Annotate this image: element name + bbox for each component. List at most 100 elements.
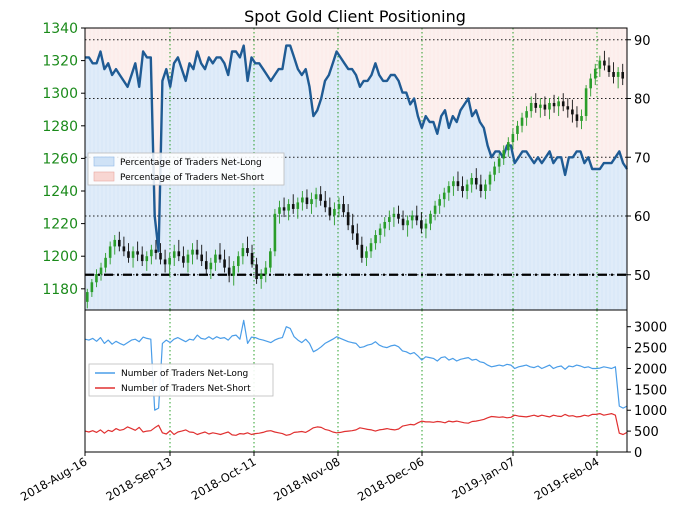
candle-body — [108, 246, 112, 258]
candle-body — [621, 72, 625, 79]
candle-body — [410, 215, 414, 221]
candle-body — [264, 267, 268, 275]
candle-body — [525, 111, 528, 118]
candle-body — [429, 213, 432, 224]
count-tick-label: 2500 — [634, 342, 667, 357]
candle-body — [287, 204, 290, 211]
candle-body — [365, 251, 368, 258]
candle-body — [296, 202, 300, 209]
positioning-fill — [85, 28, 627, 310]
candle-body — [291, 204, 295, 209]
candle-body — [392, 213, 396, 218]
candle-body — [218, 254, 222, 260]
candle-body — [442, 192, 446, 200]
candle-body — [85, 292, 89, 302]
candle-body — [484, 184, 487, 192]
price-tick-label: 1200 — [42, 249, 78, 265]
candle-body — [607, 65, 611, 73]
candle-body — [159, 252, 162, 260]
candle-body — [584, 88, 588, 117]
date-tick-label: 2018-Sep-13 — [104, 454, 175, 503]
candle-body — [346, 212, 350, 226]
candle-body — [465, 184, 469, 192]
date-tick-label: 2019-Jan-07 — [449, 454, 517, 501]
candle-body — [452, 181, 455, 187]
candle-body — [136, 251, 139, 255]
count-tick-label: 1500 — [634, 383, 667, 398]
candle-body — [575, 114, 579, 121]
candle-body — [323, 200, 327, 208]
candle-body — [383, 221, 387, 229]
candle-body — [209, 262, 213, 270]
net-long-area — [85, 45, 627, 310]
candle-body — [337, 204, 341, 209]
legend-swatch-net-short — [93, 171, 115, 182]
candle-body — [539, 104, 542, 108]
date-tick-label: 2018-Dec-06 — [355, 454, 426, 503]
candle-body — [566, 106, 570, 110]
trader-count-line — [84, 319, 628, 411]
trader-count-line — [84, 413, 628, 436]
legend-label-traders-net-short: Number of Traders Net-Short — [121, 384, 251, 394]
candle-body — [424, 223, 428, 229]
count-tick-label: 2000 — [634, 362, 667, 377]
date-axis: 2018-Aug-16 2018-Sep-13 2018-Oct-11 2018-No… — [18, 452, 602, 504]
candle-body — [195, 249, 199, 255]
candle-body — [314, 194, 318, 200]
candle-body — [355, 233, 359, 245]
candle-body — [305, 197, 309, 205]
trader-count-legend-box — [88, 363, 274, 397]
date-tick-label: 2018-Oct-11 — [189, 454, 259, 502]
candle-body — [438, 199, 441, 206]
percent-net-long-line — [85, 44, 629, 253]
legend-label-traders-net-long: Number of Traders Net-Long — [121, 369, 248, 379]
candle-body — [278, 207, 281, 214]
percent-tick-label: 90 — [634, 34, 651, 49]
candle-body — [507, 142, 510, 151]
candle-body — [342, 204, 345, 213]
trader-count-axis: 0 500 1000 1500 2000 2500 3000 — [627, 321, 667, 461]
candle-body — [406, 220, 409, 226]
candle-body — [360, 244, 364, 258]
candle-body — [502, 150, 506, 159]
candle-body — [461, 186, 464, 192]
candle-body — [351, 225, 355, 234]
trader-count-series — [84, 319, 628, 436]
candle-body — [223, 259, 226, 268]
price-tick-label: 1300 — [42, 86, 78, 102]
candle-body — [470, 177, 473, 185]
candle-body — [571, 109, 574, 115]
candle-body — [447, 186, 451, 193]
candle-body — [529, 102, 533, 112]
count-tick-label: 1000 — [634, 404, 667, 419]
price-axis: 1180 1200 1220 1240 1260 1280 1300 1320 1340 — [42, 21, 85, 298]
percentage-legend: Percentage of Traders Net-Long Percentag… — [87, 152, 285, 186]
candle-body — [122, 246, 126, 252]
candle-body — [369, 243, 373, 252]
candle-body — [204, 261, 208, 270]
candle-body — [154, 249, 158, 253]
date-tick-label: 2018-Nov-08 — [271, 454, 342, 503]
candle-body — [163, 259, 167, 265]
price-tick-label: 1260 — [42, 151, 78, 167]
trader-count-legend: Number of Traders Net-Long Number of Tra… — [88, 363, 274, 397]
percent-tick-label: 70 — [634, 151, 651, 166]
candle-body — [259, 274, 263, 280]
chart-title: Spot Gold Client Positioning — [244, 7, 466, 26]
candle-body — [616, 72, 620, 77]
candle-body — [168, 257, 171, 265]
count-tick-label: 500 — [634, 425, 659, 440]
candle-body — [232, 265, 236, 276]
candle-body — [511, 133, 515, 143]
candle-body — [301, 197, 304, 203]
legend-label-net-short: Percentage of Traders Net-Short — [120, 173, 265, 183]
candle-body — [456, 181, 460, 187]
candle-body — [131, 251, 135, 258]
candle-body — [516, 125, 519, 134]
candle-body — [333, 208, 336, 216]
price-tick-label: 1220 — [42, 217, 78, 233]
count-tick-label: 3000 — [634, 321, 667, 336]
candle-body — [378, 228, 382, 236]
candle-body — [237, 256, 240, 266]
